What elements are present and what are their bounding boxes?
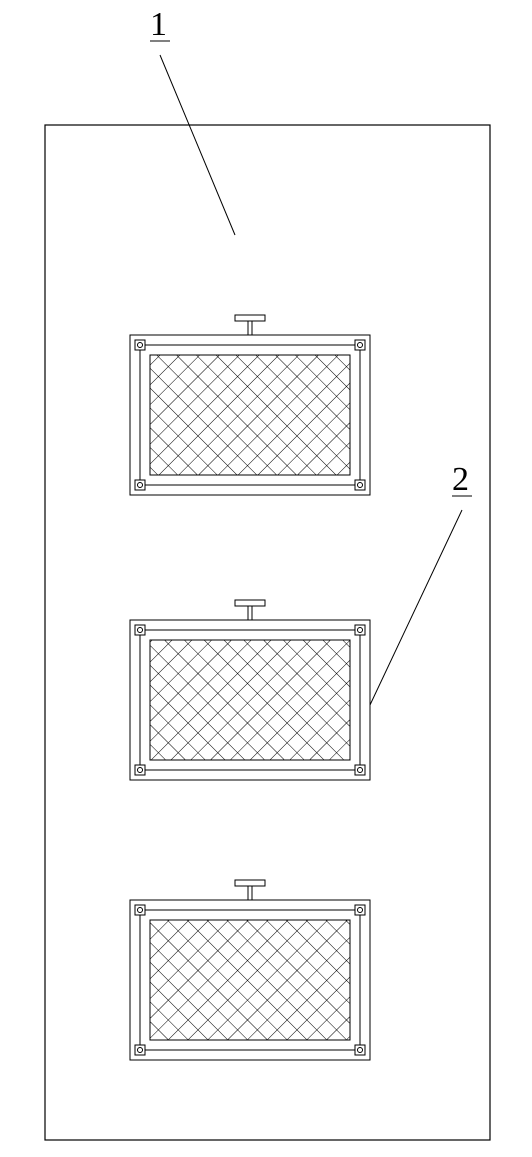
screw-plate-1	[355, 625, 365, 635]
handle-stem	[248, 606, 252, 620]
leader-line-2	[370, 510, 462, 705]
screw-plate-2	[135, 1045, 145, 1055]
screw-plate-2	[135, 765, 145, 775]
screw-plate-3	[355, 765, 365, 775]
screw-plate-0	[135, 625, 145, 635]
screw-plate-1	[355, 905, 365, 915]
mesh-component-1	[130, 600, 370, 780]
component-mesh	[150, 920, 350, 1040]
label-1: 1	[150, 6, 167, 43]
screw-plate-3	[355, 1045, 365, 1055]
leader-line-1	[160, 55, 235, 235]
component-mesh	[150, 640, 350, 760]
handle-cap	[235, 315, 265, 321]
screw-plate-3	[355, 480, 365, 490]
mesh-component-2	[130, 880, 370, 1060]
screw-plate-1	[355, 340, 365, 350]
handle-stem	[248, 321, 252, 335]
label-2: 2	[452, 461, 469, 498]
component-mesh	[150, 355, 350, 475]
mesh-component-0	[130, 315, 370, 495]
diagram-canvas: 12	[0, 0, 532, 1157]
screw-plate-2	[135, 480, 145, 490]
handle-stem	[248, 886, 252, 900]
screw-plate-0	[135, 340, 145, 350]
screw-plate-0	[135, 905, 145, 915]
handle-cap	[235, 600, 265, 606]
handle-cap	[235, 880, 265, 886]
